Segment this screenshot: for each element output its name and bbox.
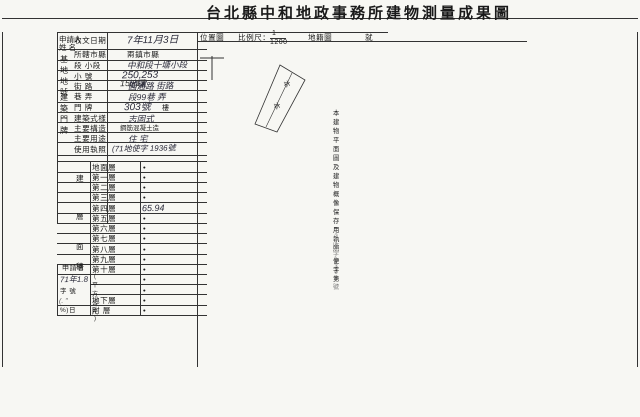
svg-text:本: 本 [271,101,282,111]
svg-text:本: 本 [281,79,292,89]
